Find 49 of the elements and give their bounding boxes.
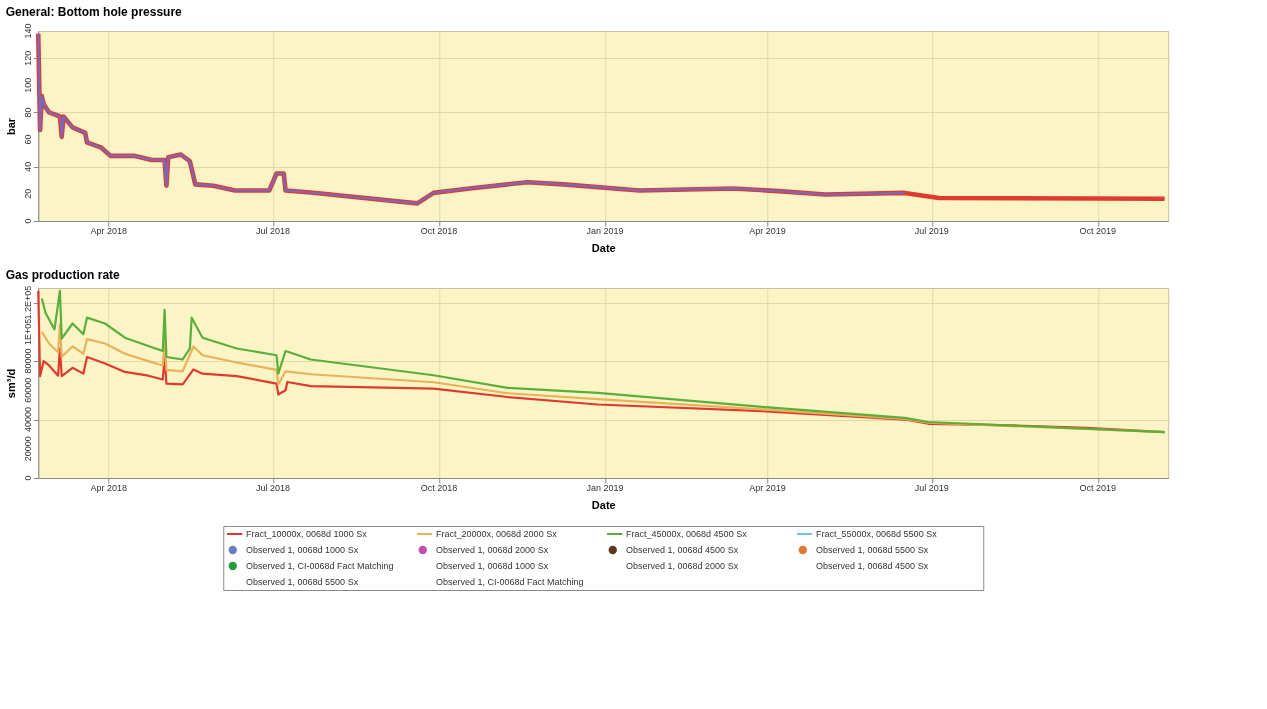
y-tick-label: 0	[23, 475, 34, 481]
text: Observed 1, CI-0068d Fact Matching	[436, 577, 584, 587]
y-tick-label: 100	[23, 77, 34, 93]
x-tick-label: Jul 2018	[255, 483, 290, 493]
x-tick-label: Jul 2019	[914, 226, 949, 236]
legend-label: Observed 1, 0068d 2000 Sx	[436, 545, 549, 555]
y-tick-label: 20000	[23, 436, 34, 462]
legend-label: Fract_20000x, 0068d 2000 Sx	[436, 529, 558, 539]
y-tick-label: 1E+05	[23, 318, 34, 345]
y-tick-label: 140	[23, 23, 34, 39]
legend-label: Observed 1, 0068d 4500 Sx	[626, 545, 739, 555]
chart-title: General: Bottom hole pressure	[5, 5, 183, 20]
y-axis-title: bar	[5, 117, 18, 136]
x-axis-title: Date	[591, 499, 616, 511]
x-tick-label: Jan 2019	[586, 483, 624, 493]
y-tick-label: 60000	[23, 377, 34, 403]
x-tick-label: Jan 2019	[586, 226, 624, 236]
x-tick-label: Apr 2018	[90, 226, 127, 236]
x-tick-label: Jul 2019	[914, 483, 949, 493]
legend-label: Fract_45000x, 0068d 4500 Sx	[626, 529, 748, 539]
x-tick-label: Oct 2018	[420, 483, 458, 493]
y-tick-label: 0	[23, 218, 34, 224]
y-tick-label: 80	[23, 107, 34, 118]
x-tick-label: Oct 2018	[420, 226, 458, 236]
text: Observed 1, 0068d 2000 Sx	[626, 561, 739, 571]
x-tick-label: Oct 2019	[1079, 226, 1117, 236]
x-tick-label: Apr 2018	[90, 483, 127, 493]
legend-label: Observed 1, CI-0068d Fact Matching	[246, 561, 394, 571]
legend-label: Observed 1, 0068d 1000 Sx	[246, 545, 359, 555]
chart-title: Gas production rate	[5, 267, 121, 282]
legend-label: Observed 1, 0068d 5500 Sx	[816, 545, 929, 555]
x-tick-label: Apr 2019	[749, 226, 786, 236]
legend-label: Fract_10000x, 0068d 1000 Sx	[246, 529, 368, 539]
text: Observed 1, 0068d 4500 Sx	[816, 561, 929, 571]
text: Observed 1, 0068d 5500 Sx	[246, 577, 359, 587]
text: Observed 1, 0068d 1000 Sx	[436, 561, 549, 571]
y-tick-label: 1.2E+05	[23, 285, 34, 320]
y-axis-title: sm³/d	[5, 368, 18, 399]
y-tick-label: 20	[23, 188, 34, 199]
x-tick-label: Oct 2019	[1079, 483, 1117, 493]
y-tick-label: 120	[23, 50, 34, 66]
x-axis-title: Date	[591, 242, 616, 254]
x-tick-label: Jul 2018	[255, 226, 290, 236]
y-tick-label: 40	[23, 161, 34, 172]
x-tick-label: Apr 2019	[749, 483, 786, 493]
legend-label: Fract_55000x, 0068d 5500 Sx	[816, 529, 938, 539]
y-tick-label: 40000	[23, 407, 34, 433]
y-tick-label: 60	[23, 134, 34, 145]
y-tick-label: 80000	[23, 348, 34, 374]
